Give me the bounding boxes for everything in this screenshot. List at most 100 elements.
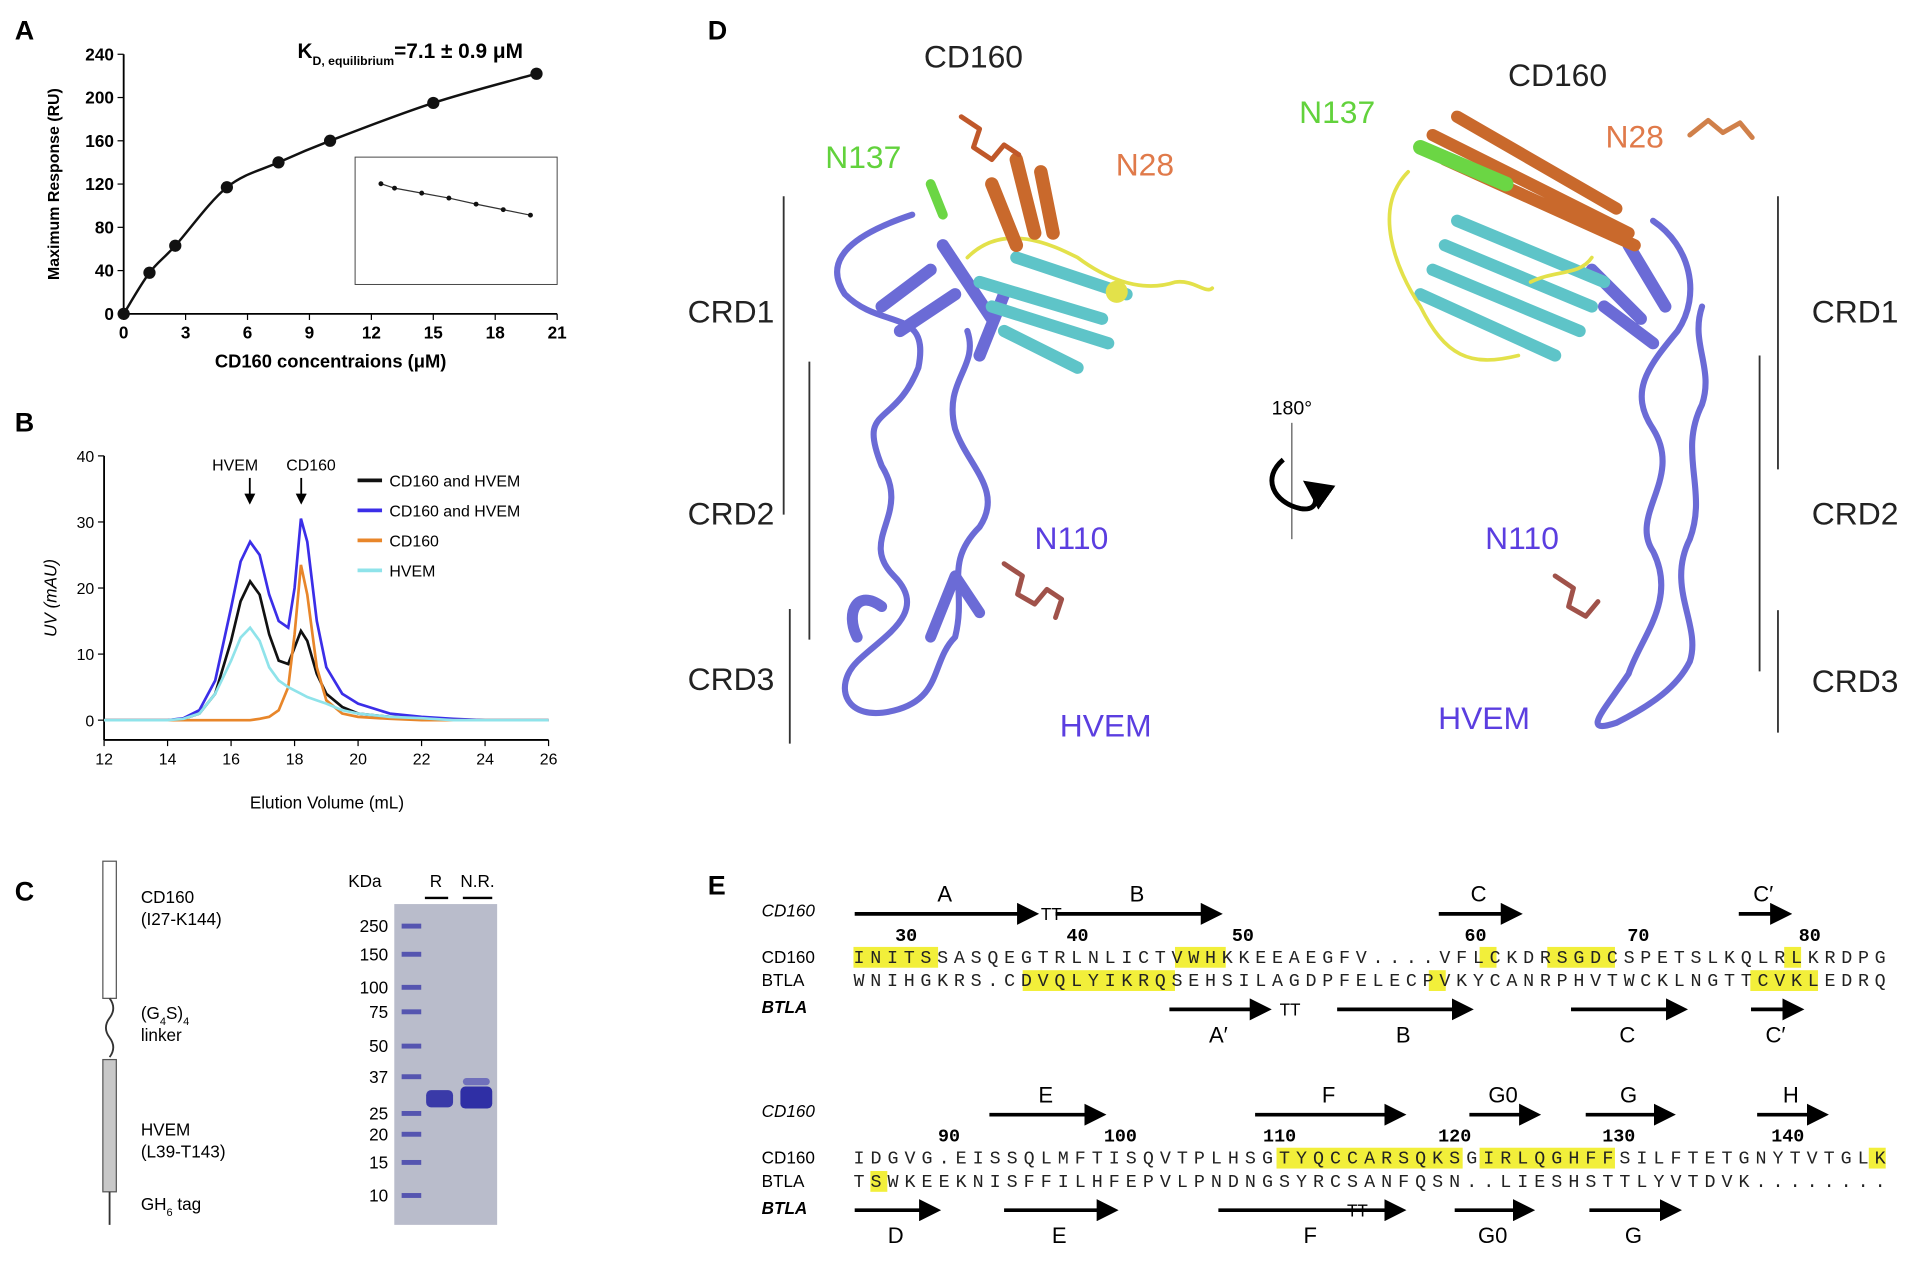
x-tick-label: 9 xyxy=(305,322,315,342)
rotation-label: 180° xyxy=(1272,397,1312,419)
construct-label: HVEM xyxy=(141,1119,190,1139)
residue-number: 140 xyxy=(1771,1127,1804,1148)
highlight xyxy=(1276,1147,1463,1169)
ss-label: C′ xyxy=(1765,1022,1785,1047)
data-point xyxy=(143,266,156,279)
gel xyxy=(394,904,498,1225)
y-tick-label: 160 xyxy=(85,131,114,151)
x-tick-label: 0 xyxy=(119,322,129,342)
ss-label: G xyxy=(1620,1082,1637,1107)
highlight xyxy=(1022,970,1175,991)
series-line xyxy=(104,625,549,722)
ladder-band xyxy=(401,1111,422,1116)
x-tick-label: 12 xyxy=(95,751,113,768)
highlight xyxy=(1784,946,1802,968)
construct-label: (I27-K144) xyxy=(141,909,222,929)
y-tick-label: 240 xyxy=(85,44,114,64)
ss-label: TT xyxy=(1041,904,1062,924)
cd160-domain xyxy=(102,860,117,999)
residue-number: 40 xyxy=(1067,926,1089,947)
ss-label: TT xyxy=(1280,999,1301,1019)
ss-label: F xyxy=(1303,1223,1316,1248)
highlight xyxy=(1428,970,1446,991)
x-tick-label: 22 xyxy=(413,751,431,768)
marker-label: 37 xyxy=(369,1067,388,1087)
ss-label: G0 xyxy=(1488,1082,1517,1107)
x-tick-label: 26 xyxy=(540,751,558,768)
data-point xyxy=(323,134,337,147)
marker-label: 75 xyxy=(369,1002,388,1022)
annotation: CD160 xyxy=(286,458,336,475)
panel-label: A xyxy=(15,16,34,46)
structure-label: N110 xyxy=(1485,520,1559,556)
x-axis-label: Elution Volume (mL) xyxy=(250,793,404,813)
structure-label: CRD3 xyxy=(688,661,775,697)
hvem-domain xyxy=(102,1058,117,1193)
x-tick-label: 14 xyxy=(159,751,177,768)
title-part: =7.1 ± 0.9 μM xyxy=(394,40,523,63)
inset-point xyxy=(500,207,506,213)
residue-number: 80 xyxy=(1799,926,1821,947)
label-part: S) xyxy=(166,1003,183,1023)
data-point xyxy=(272,156,285,169)
title-part: K xyxy=(298,40,313,63)
structure-label: CRD3 xyxy=(1812,663,1899,699)
x-tick-label: 15 xyxy=(424,322,444,342)
y-tick-label: 10 xyxy=(77,647,95,664)
x-tick-label: 20 xyxy=(349,751,367,768)
residue-number: 130 xyxy=(1602,1127,1635,1148)
marker-label: 25 xyxy=(369,1104,388,1124)
y-tick-label: 40 xyxy=(77,449,95,466)
row-label: CD160 xyxy=(762,1148,815,1168)
x-tick-label: 18 xyxy=(486,322,505,342)
residue-number: 110 xyxy=(1263,1127,1296,1148)
marker-label: 100 xyxy=(360,977,389,997)
y-tick-label: 20 xyxy=(77,581,95,598)
residue-number: 50 xyxy=(1232,926,1254,947)
ladder-band xyxy=(401,1009,422,1015)
structure-label: N110 xyxy=(1035,520,1109,556)
structure-labels: CD160 N137 N28 CRD1 CRD2 CRD3 N110 HVEM CD160 N13… xyxy=(688,39,1899,744)
gel-band xyxy=(460,1086,493,1109)
sequence: TSWKEEKNISFFILHFEPVLPNDNGSYRCSANFQSN..LI… xyxy=(853,1172,1885,1193)
residue-number: 90 xyxy=(938,1127,960,1148)
y-tick-label: 0 xyxy=(85,713,94,730)
ss-label: D xyxy=(888,1223,904,1248)
y-tick-label: 200 xyxy=(85,88,114,108)
ladder-band xyxy=(401,951,422,957)
label-part: 4 xyxy=(160,1016,166,1028)
construct-label: linker xyxy=(141,1025,182,1045)
rotation-arrow xyxy=(1269,457,1336,512)
x-tick-label: 3 xyxy=(181,322,191,342)
ss-label: H xyxy=(1783,1082,1799,1107)
residue-number: 60 xyxy=(1464,926,1486,947)
construct-label: GH6 tag xyxy=(141,1194,201,1219)
y-tick-label: 30 xyxy=(77,515,95,532)
ladder-band xyxy=(401,1074,422,1080)
highlight xyxy=(1547,946,1615,968)
lane-label: R xyxy=(430,871,442,891)
x-tick-label: 24 xyxy=(476,751,494,768)
inset-point xyxy=(378,181,384,187)
y-tick-label: 80 xyxy=(95,217,114,237)
marker-label: 150 xyxy=(360,944,389,964)
y-axis-label: UV (mAU) xyxy=(40,559,60,637)
ladder-band xyxy=(401,984,422,990)
gel-band xyxy=(462,1077,490,1086)
ss-label: C′ xyxy=(1753,882,1773,907)
inset-point xyxy=(419,190,425,196)
domain-bars xyxy=(782,196,1779,744)
residue-number: 120 xyxy=(1438,1127,1471,1148)
y-tick-label: 0 xyxy=(104,304,114,324)
structure-label: N137 xyxy=(825,139,901,175)
structure-label: CD160 xyxy=(924,39,1023,75)
ladder-band xyxy=(401,1043,422,1049)
structure-label: N137 xyxy=(1299,94,1375,130)
structure-label: CRD1 xyxy=(1812,293,1899,329)
highlight xyxy=(1868,1147,1886,1169)
label-part: (G xyxy=(141,1003,160,1023)
ss-label: A xyxy=(937,882,952,907)
